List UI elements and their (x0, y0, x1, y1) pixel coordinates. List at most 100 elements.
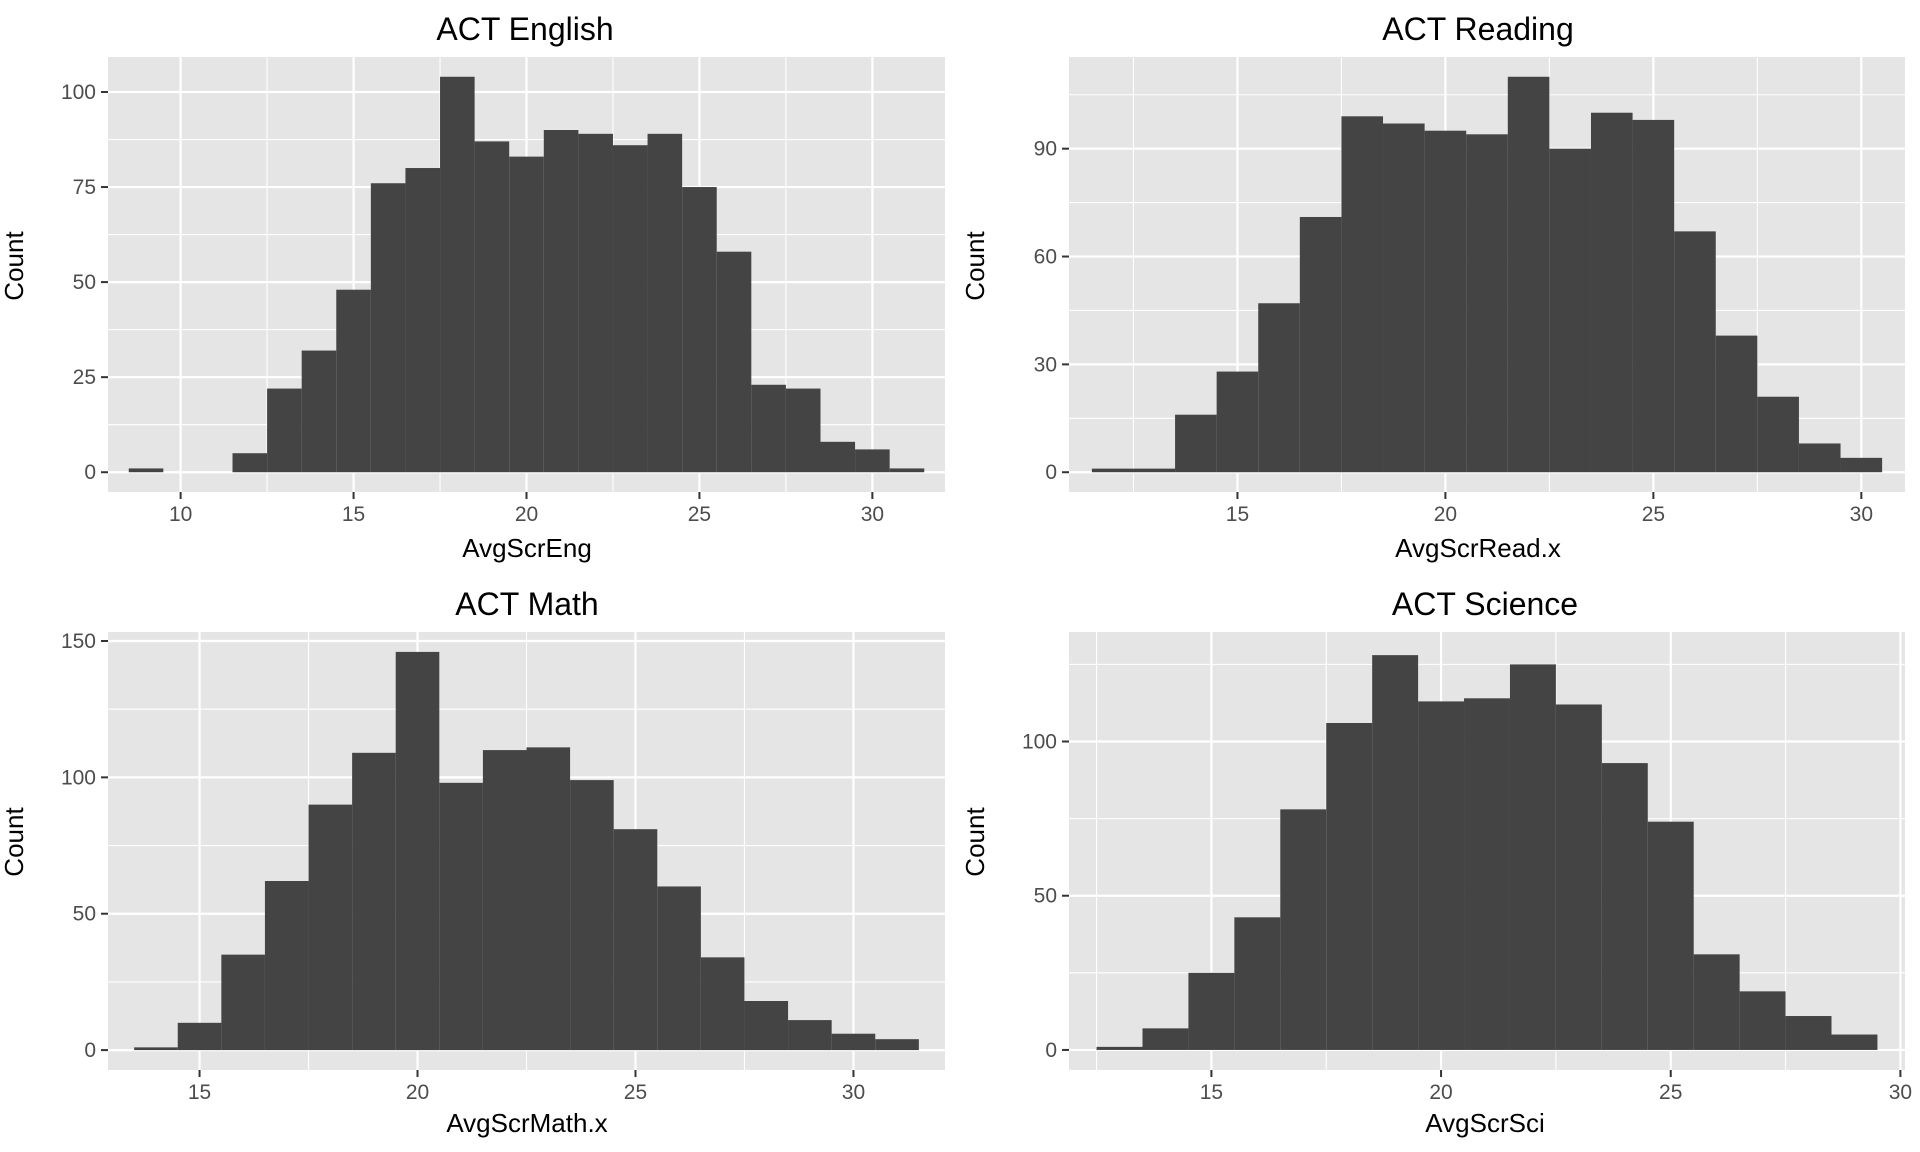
histogram-bar (308, 804, 353, 1051)
y-tick-label: 50 (1034, 885, 1057, 908)
x-tick-label: 20 (515, 503, 538, 526)
histogram-bar (1555, 704, 1602, 1050)
histogram-bar (301, 350, 337, 473)
histogram-bar (232, 453, 268, 473)
histogram-bar (1601, 763, 1648, 1050)
histogram-bar (1133, 468, 1176, 473)
histogram-bar (1715, 335, 1758, 473)
x-tick-label: 15 (342, 503, 365, 526)
histogram-bar (267, 388, 302, 473)
y-axis-title: Count (0, 807, 29, 877)
histogram-bar (1341, 116, 1384, 473)
x-tick-label: 20 (406, 1081, 429, 1104)
histogram-bar (1299, 216, 1342, 473)
y-tick-label: 50 (73, 903, 96, 926)
x-tick-label: 30 (1889, 1081, 1912, 1104)
x-tick-label: 30 (861, 503, 884, 526)
histogram-bar (578, 133, 613, 473)
histogram-bar (1216, 371, 1259, 473)
histogram-bar (482, 750, 527, 1051)
histogram-bar (1258, 303, 1300, 473)
panel-3: 15 20 25 30 0 50 100 150 ACT Math AvgScrMath.x Cou… (0, 586, 945, 1138)
histogram-bar (1466, 134, 1508, 473)
y-tick-label: 90 (1034, 138, 1057, 161)
histogram-bar (336, 289, 371, 473)
histogram-bar (1831, 1034, 1878, 1050)
histogram-bar (1798, 443, 1841, 473)
histogram-bar (1142, 1028, 1189, 1050)
histogram-bar (875, 1039, 919, 1051)
histogram-bar (509, 156, 544, 473)
histogram-bar (647, 133, 683, 473)
histogram-bar (405, 168, 441, 473)
y-tick-label: 30 (1034, 353, 1057, 376)
x-tick-label: 30 (842, 1081, 865, 1104)
histogram-bar (1464, 698, 1510, 1050)
histogram-bar (1757, 396, 1799, 473)
x-tick-label: 30 (1850, 503, 1873, 526)
x-tick-label: 15 (188, 1081, 211, 1104)
x-tick-label: 20 (1434, 503, 1457, 526)
histogram-bar (1632, 119, 1675, 473)
panel-2: 15 20 25 30 0 30 60 90 ACT Reading AvgScrRead.x Co… (960, 11, 1905, 563)
histogram-bar (526, 747, 571, 1051)
histogram-bar (177, 1022, 222, 1051)
histogram-bar (1175, 414, 1217, 473)
y-tick-label: 150 (61, 630, 96, 653)
x-axis-title: AvgScrSci (1425, 1108, 1544, 1138)
histogram-bar (1372, 655, 1419, 1050)
x-tick-label: 20 (1429, 1081, 1452, 1104)
histogram-bar (1418, 701, 1465, 1050)
y-tick-label: 0 (1045, 1039, 1057, 1062)
histogram-bar (1693, 954, 1740, 1050)
histogram-bar (1785, 1016, 1832, 1050)
panel-title: ACT English (436, 11, 613, 47)
y-tick-label: 25 (73, 366, 96, 389)
histogram-bar (1739, 991, 1786, 1050)
panel-title: ACT Reading (1382, 11, 1574, 47)
histogram-bar (474, 141, 510, 473)
histogram-bar (1647, 821, 1694, 1050)
panel-4: 15 20 25 30 0 50 100 ACT Science AvgScrSci Count (960, 586, 1912, 1138)
y-tick-label: 100 (1022, 731, 1057, 754)
y-axis-title: Count (960, 807, 990, 877)
histogram-bar (264, 881, 309, 1051)
histogram-bar (785, 388, 821, 473)
histogram-bar (1509, 664, 1556, 1050)
histogram-bar (613, 829, 658, 1051)
x-tick-label: 10 (169, 503, 192, 526)
histogram-bar (831, 1033, 876, 1051)
y-axis-title: Count (960, 231, 990, 301)
y-tick-label: 50 (73, 271, 96, 294)
histogram-bar (570, 780, 614, 1051)
histogram-bar (1507, 76, 1550, 473)
x-tick-label: 25 (1642, 503, 1665, 526)
histogram-bar (352, 752, 396, 1051)
histogram-bar (682, 187, 717, 473)
histogram-bar (1590, 112, 1633, 473)
histogram-bar (744, 1001, 789, 1051)
x-tick-label: 25 (1659, 1081, 1682, 1104)
x-tick-label: 25 (688, 503, 711, 526)
y-tick-label: 75 (73, 176, 96, 199)
y-tick-label: 60 (1034, 246, 1057, 269)
y-tick-label: 100 (61, 81, 96, 104)
histogram-bar (889, 468, 925, 473)
histogram-bar (1091, 468, 1134, 473)
histogram-bar (1280, 809, 1327, 1050)
histogram-bar (395, 651, 440, 1051)
x-tick-label: 25 (624, 1081, 647, 1104)
x-axis-title: AvgScrRead.x (1395, 533, 1561, 563)
panel-title: ACT Math (455, 586, 598, 622)
histogram-bar (820, 441, 856, 473)
y-axis-title: Count (0, 231, 29, 301)
histogram-bar (1674, 231, 1716, 473)
histogram-bar (439, 782, 483, 1051)
panel-title: ACT Science (1392, 586, 1578, 622)
histogram-bar (1549, 148, 1591, 473)
histogram-bar (1188, 972, 1235, 1050)
panel-1: 10 15 20 25 30 0 25 50 75 100 ACT English AvgScrEng… (0, 11, 945, 563)
histogram-bar (134, 1047, 178, 1051)
histogram-bar (221, 954, 265, 1051)
